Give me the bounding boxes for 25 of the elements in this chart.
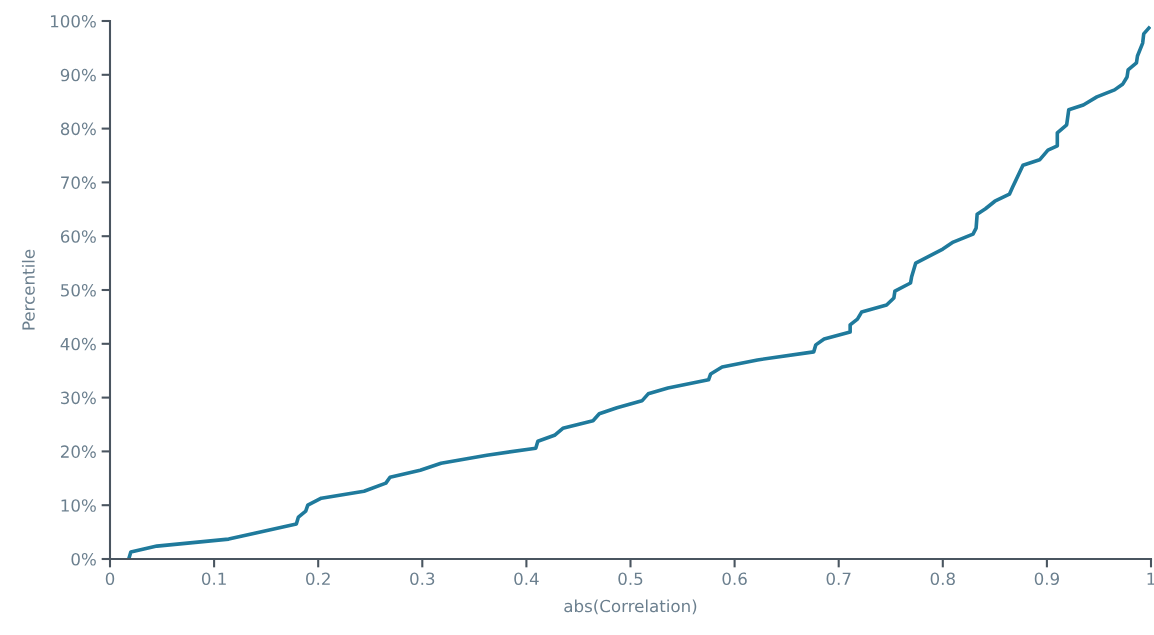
x-tick-label: 0 xyxy=(105,572,115,586)
x-tick-label: 0.7 xyxy=(826,572,851,586)
y-tick-label: 70% xyxy=(61,176,96,189)
x-tick-label: 1 xyxy=(1147,572,1154,585)
y-tick-label: 90% xyxy=(60,68,96,82)
x-tick-label: 0.2 xyxy=(306,572,330,586)
y-tick-label: 0% xyxy=(71,552,96,566)
y-tick-label: 60% xyxy=(60,230,96,243)
x-tick-label: 0.3 xyxy=(410,572,435,586)
x-axis-title: abs(Correlation) xyxy=(564,599,697,615)
y-tick-label: 40% xyxy=(60,337,96,351)
y-tick-label: 80% xyxy=(60,122,96,136)
x-tick-label: 0.6 xyxy=(722,572,747,586)
x-tick-label: 0.5 xyxy=(618,572,643,586)
x-tick-label: 0.9 xyxy=(1034,572,1059,586)
y-tick-label: 100% xyxy=(50,14,96,28)
y-axis-title: Percentile xyxy=(21,249,35,330)
y-tick-label: 20% xyxy=(60,445,96,458)
y-tick-label: 50% xyxy=(61,283,96,297)
line-series xyxy=(126,26,1151,559)
x-tick-label: 0.4 xyxy=(514,572,539,586)
x-tick-label: 0.8 xyxy=(930,572,955,586)
x-tick-label: 0.1 xyxy=(201,572,226,586)
y-tick-label: 30% xyxy=(61,391,96,405)
y-tick-label: 10% xyxy=(61,499,96,512)
